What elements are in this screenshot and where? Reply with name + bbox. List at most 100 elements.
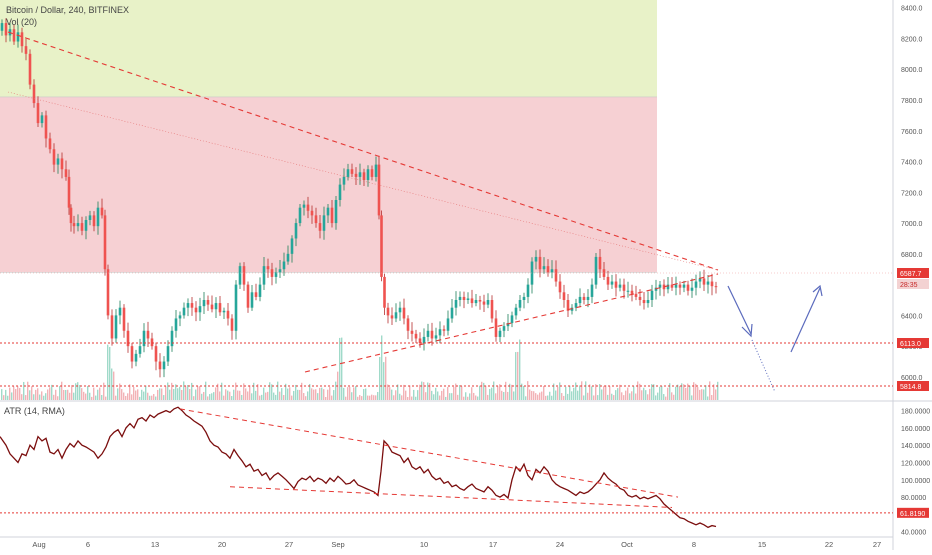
volume-bar — [625, 390, 627, 400]
volume-bar — [371, 394, 373, 400]
volume-bar — [15, 389, 17, 400]
candle-body — [610, 281, 614, 285]
ascending-trendline[interactable] — [304, 273, 719, 373]
projection-arrow-up[interactable] — [790, 287, 821, 353]
candle-body — [298, 207, 302, 224]
volume-bar — [537, 394, 539, 400]
volume-bar — [689, 385, 691, 400]
dotted-trendline[interactable] — [7, 91, 719, 271]
volume-bar — [143, 391, 145, 400]
chart-title[interactable]: Bitcoin / Dollar, 240, BITFINEX — [6, 5, 130, 15]
volume-bar — [339, 337, 341, 400]
volume-bar — [97, 389, 99, 400]
candle-body — [638, 296, 642, 300]
current-price-badge[interactable] — [897, 268, 929, 278]
volume-bar — [259, 395, 261, 400]
volume-bar — [623, 395, 625, 400]
volume-bar — [347, 387, 349, 400]
volume-bar — [507, 391, 509, 400]
countdown-badge — [897, 279, 929, 289]
volume-bar — [569, 385, 571, 400]
level-badge-6113[interactable] — [897, 338, 929, 348]
volume-bar — [95, 395, 97, 400]
volume-bar — [145, 385, 147, 400]
candle-body — [100, 207, 104, 216]
volume-bar — [621, 392, 623, 400]
volume-bar — [7, 395, 9, 400]
volume-bar — [273, 392, 275, 400]
candle-body — [538, 256, 542, 270]
time-axis-tick: 10 — [420, 540, 428, 549]
volume-bar — [385, 356, 387, 400]
candle-body — [202, 300, 206, 307]
candle-body — [254, 292, 258, 297]
volume-bar — [413, 389, 415, 400]
volume-bar — [687, 383, 689, 400]
volume-bar — [333, 390, 335, 400]
atr-axis-tick: 180.0000 — [901, 409, 930, 416]
level-badge-5814[interactable] — [897, 381, 929, 391]
volume-bar — [41, 391, 43, 400]
volume-bar — [483, 382, 485, 400]
volume-bar — [653, 384, 655, 400]
volume-bar — [573, 387, 575, 400]
projection-arrow-down[interactable] — [727, 285, 752, 335]
volume-bar — [509, 383, 511, 400]
volume-bar — [491, 387, 493, 400]
volume-bar — [103, 382, 105, 400]
volume-bar — [659, 386, 661, 400]
candle-body — [110, 315, 114, 339]
time-axis-tick: Aug — [32, 540, 45, 549]
volume-bar — [587, 392, 589, 400]
price-axis-tick: 8000.0 — [901, 67, 923, 74]
candle-body — [314, 215, 318, 224]
candle-body — [570, 307, 574, 311]
volume-bar — [101, 394, 103, 400]
atr-level-badge[interactable] — [897, 507, 929, 518]
volume-bar — [697, 387, 699, 400]
candle-body — [350, 169, 354, 174]
volume-bar — [303, 393, 305, 400]
volume-bar — [487, 394, 489, 400]
volume-bar — [633, 386, 635, 400]
volume-bar — [185, 386, 187, 400]
volume-bar — [605, 385, 607, 400]
atr-lower-trendline[interactable] — [229, 486, 673, 508]
volume-bar — [713, 384, 715, 400]
atr-indicator-label[interactable]: ATR (14, RMA) — [4, 406, 65, 416]
candle-body — [214, 303, 218, 310]
candle-body — [650, 290, 654, 300]
volume-bar — [517, 351, 519, 400]
volume-bar — [467, 396, 469, 400]
volume-bar — [67, 389, 69, 400]
projection-dotted-path[interactable] — [751, 339, 776, 393]
volume-bar — [23, 381, 25, 400]
volume-bar — [631, 391, 633, 400]
volume-bar — [59, 386, 61, 400]
volume-bar — [187, 384, 189, 400]
volume-bar — [461, 386, 463, 400]
volume-bar — [183, 381, 185, 400]
atr-descending-trendline[interactable] — [179, 408, 679, 498]
descending-trendline[interactable] — [7, 31, 719, 271]
volume-bar — [581, 381, 583, 400]
candle-body — [614, 281, 618, 288]
candle-body — [154, 346, 158, 362]
candle-body — [414, 333, 418, 339]
volume-bar — [355, 386, 357, 400]
volume-bar — [397, 384, 399, 400]
volume-bar — [29, 390, 31, 400]
candle-body — [510, 315, 514, 324]
volume-bar — [435, 387, 437, 400]
candle-body — [206, 300, 210, 305]
volume-bar — [147, 392, 149, 400]
volume-bar — [203, 391, 205, 400]
volume-indicator-label[interactable]: Vol (20) — [6, 17, 38, 27]
volume-bar — [619, 384, 621, 400]
volume-bar — [705, 385, 707, 400]
candle-body — [366, 169, 370, 180]
volume-bar — [295, 384, 297, 400]
volume-bar — [285, 383, 287, 400]
